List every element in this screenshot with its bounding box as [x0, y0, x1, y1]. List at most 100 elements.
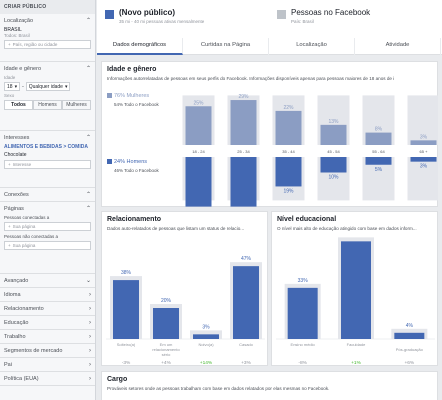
sex-option-men[interactable]: Homens	[33, 100, 62, 110]
connections-title: Conexões	[4, 191, 29, 198]
work-toggle[interactable]: Trabalho ›	[0, 330, 95, 343]
parent-toggle[interactable]: Pai ›	[0, 358, 95, 371]
pages-toggle[interactable]: Páginas ⌃	[0, 202, 95, 215]
politics-section[interactable]: Política (EUA) ›	[0, 372, 95, 386]
interests-title: Interesses	[4, 134, 30, 141]
plus-icon: +	[8, 162, 11, 167]
interest-placeholder: Interesse	[12, 162, 32, 167]
category-label: sério	[162, 352, 171, 357]
diff-label: +1%	[351, 360, 361, 366]
age-gender-title: Idade e gênero	[107, 66, 157, 73]
bar-value-label: 20%	[161, 298, 172, 304]
men-value-label: 5%	[375, 167, 383, 173]
facebook-title: Pessoas no Facebook	[291, 8, 371, 17]
category-label: Ensino médio	[291, 342, 316, 347]
work-section[interactable]: Trabalho ›	[0, 330, 95, 344]
chevron-up-icon: ⌃	[85, 205, 91, 212]
politics-title: Política (EUA)	[4, 375, 39, 382]
audience-bar	[233, 266, 259, 339]
sex-selector: Todos Homens Mulheres	[4, 100, 91, 110]
women-bar	[365, 132, 392, 145]
age-range: 18 ▾ - Qualquer idade ▾	[0, 80, 95, 93]
sidebar: CRIAR PÚBLICO Localização ⌃ BRASIL Todos:…	[0, 0, 96, 400]
category-label: Casado	[239, 342, 254, 347]
interest-input[interactable]: + Interesse	[4, 160, 91, 169]
location-input[interactable]: + País, região ou cidade	[4, 40, 91, 49]
diff-label: -8%	[298, 360, 307, 366]
sex-option-women[interactable]: Mulheres	[62, 100, 91, 110]
language-toggle[interactable]: Idioma ›	[0, 288, 95, 301]
interests-toggle[interactable]: Interesses ⌃	[0, 131, 95, 144]
work-title: Trabalho	[4, 333, 26, 340]
women-bar	[320, 124, 347, 145]
men-bar	[410, 157, 437, 162]
interests-section: Interesses ⌃ ALIMENTOS E BEBIDAS > COMIDA…	[0, 131, 95, 188]
tab-activity[interactable]: Atividade	[355, 38, 441, 55]
connected-label: Pessoas conectadas a	[4, 215, 50, 220]
connections-section: Conexões ⌃	[0, 188, 95, 202]
parent-section[interactable]: Pai ›	[0, 358, 95, 372]
age-to-select[interactable]: Qualquer idade ▾	[25, 82, 71, 91]
men-legend: 24% Homens	[107, 159, 147, 165]
chevron-right-icon: ›	[89, 319, 91, 326]
education-card: Nível educacional O nível mais alto de e…	[271, 211, 438, 366]
language-section[interactable]: Idioma ›	[0, 288, 95, 302]
diff-label: +4%	[161, 360, 171, 366]
men-value-label: 3%	[420, 164, 428, 170]
men-legend-label: 24% Homens	[114, 159, 148, 165]
education-toggle[interactable]: Educação ›	[0, 316, 95, 329]
tab-page-likes[interactable]: Curtidas na Página	[183, 38, 269, 55]
facebook-country: País: Brasil	[291, 19, 314, 24]
relationship-card: Relacionamento Dados auto-relatados de p…	[101, 211, 268, 366]
market-segments-section[interactable]: Segmentos de mercado ›	[0, 344, 95, 358]
bar-value-label: 3%	[202, 324, 210, 330]
location-toggle[interactable]: Localização ⌃	[0, 14, 95, 27]
location-placeholder: País, região ou cidade	[12, 42, 58, 47]
women-value-label: 22%	[283, 105, 294, 111]
audience-bar	[153, 308, 179, 339]
education-desc: O nível mais alto de educação atingido c…	[277, 226, 417, 231]
tab-demographics[interactable]: Dados demográficos	[97, 38, 183, 55]
men-facebook-share: 46% Todo o Facebook	[114, 168, 159, 173]
chevron-right-icon: ›	[89, 333, 91, 340]
age-from-select[interactable]: 18 ▾	[4, 82, 21, 91]
chevron-right-icon: ›	[89, 347, 91, 354]
tab-location[interactable]: Localização	[269, 38, 355, 55]
age-gender-desc: Informações autorrelatadas de pessoas em…	[107, 76, 395, 81]
relationship-chart: 38% Solteiro(a) -3% 20% Em umrelacionamentos…	[106, 256, 265, 366]
age-from-value: 18	[7, 83, 13, 90]
connections-toggle[interactable]: Conexões ⌃	[0, 188, 95, 201]
audience-bar	[394, 332, 425, 339]
women-legend: 76% Mulheres	[107, 93, 149, 99]
connected-page-input[interactable]: + Sua página	[4, 222, 91, 231]
advanced-section[interactable]: Avançado ⌄	[0, 274, 95, 288]
audience-bar	[193, 334, 219, 339]
bar-value-label: 63%	[351, 236, 362, 237]
women-facebook-share: 54% Todo o Facebook	[114, 102, 159, 107]
market-segments-toggle[interactable]: Segmentos de mercado ›	[0, 344, 95, 357]
relationship-toggle[interactable]: Relacionamento ›	[0, 302, 95, 315]
women-value-label: 8%	[375, 127, 383, 133]
relationship-section[interactable]: Relacionamento ›	[0, 302, 95, 316]
advanced-toggle[interactable]: Avançado ⌄	[0, 274, 95, 287]
sex-option-all[interactable]: Todos	[4, 100, 33, 110]
bar-value-label: 38%	[121, 270, 132, 276]
interest-category: ALIMENTOS E BEBIDAS > COMIDA	[4, 144, 88, 150]
not-connected-label: Pessoas não conectadas a	[4, 234, 59, 239]
age-gender-title: Idade e gênero	[4, 65, 42, 72]
age-tick-label: 55 - 64	[372, 149, 385, 154]
category-label: relacionamento	[152, 347, 180, 352]
age-tick-label: 18 - 24	[192, 149, 205, 154]
facebook-women-bar	[407, 95, 438, 145]
diff-label: +6%	[404, 360, 414, 366]
men-bar	[365, 157, 392, 165]
location-country: BRASIL	[4, 27, 22, 33]
education-section[interactable]: Educação ›	[0, 316, 95, 330]
not-connected-page-input[interactable]: + Sua página	[4, 241, 91, 250]
category-label: Em um	[160, 342, 173, 347]
diff-label: +14%	[200, 360, 213, 366]
category-label: Faculdade	[347, 342, 366, 347]
market-segments-title: Segmentos de mercado	[4, 347, 63, 354]
age-gender-toggle[interactable]: Idade e gênero ⌃	[0, 62, 95, 75]
politics-toggle[interactable]: Política (EUA) ›	[0, 372, 95, 385]
